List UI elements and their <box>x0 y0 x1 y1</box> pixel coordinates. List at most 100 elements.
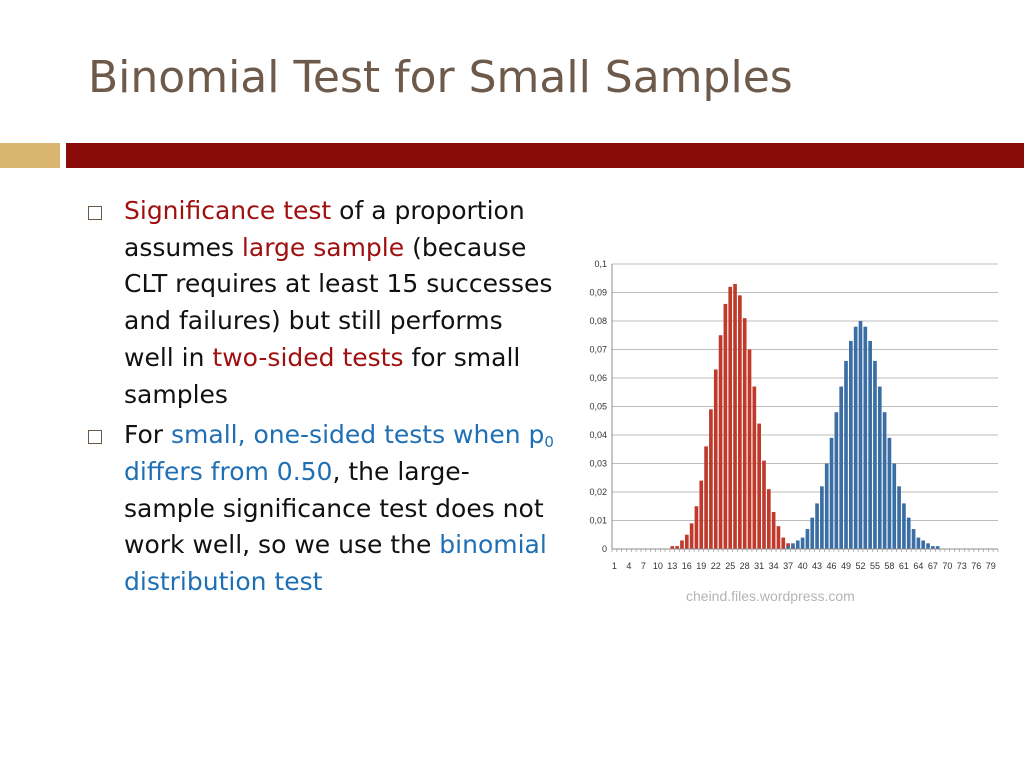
bullet-square-icon <box>88 430 102 445</box>
bar-series-2 <box>815 503 819 549</box>
bar-series-2 <box>844 360 848 549</box>
bullet-item-2: For small, one-sided tests when p0 diffe… <box>88 417 558 601</box>
x-tick-label: 73 <box>957 561 967 571</box>
x-tick-label: 1 <box>612 561 617 571</box>
x-tick-label: 28 <box>740 561 750 571</box>
bar-series-2 <box>800 537 805 549</box>
bar-series-1 <box>670 546 675 549</box>
y-tick-label: 0,06 <box>589 373 607 383</box>
binomial-distribution-chart: 0 0,01 0,02 0,03 0,04 0,05 0,06 0,07 0,08 0,09 0,1… <box>589 259 999 571</box>
y-tick-label: 0,04 <box>589 430 607 440</box>
bar-series-2 <box>820 486 824 549</box>
bullet1-text-6: for small samples <box>124 342 521 409</box>
bar-series-2 <box>902 503 906 549</box>
bullet2-text-3: differs from 0.50 <box>124 456 333 486</box>
x-tick-label: 37 <box>783 561 793 571</box>
bar-series-2 <box>935 546 940 549</box>
bar-series-1 <box>713 369 718 549</box>
y-tick-label: 0 <box>602 544 607 554</box>
y-tick-label: 0,1 <box>594 259 607 269</box>
x-tick-label: 52 <box>855 561 865 571</box>
x-tick-label: 4 <box>626 561 631 571</box>
bar-series-2 <box>839 386 844 549</box>
bar-series-1 <box>689 523 694 549</box>
x-tick-label: 70 <box>942 561 952 571</box>
x-tick-label: 13 <box>667 561 677 571</box>
bar-series-1 <box>694 506 699 549</box>
y-tick-label: 0,07 <box>589 345 607 355</box>
bar-series-2 <box>795 540 800 549</box>
bullet1-text-3: large sample <box>241 232 405 262</box>
bullet-square-icon <box>88 206 102 220</box>
bar-series-2 <box>805 529 810 549</box>
bar-series-2 <box>829 437 834 549</box>
bar-series-2 <box>892 463 897 549</box>
x-tick-label: 79 <box>986 561 996 571</box>
bullet-item-1: Significance test of a proportion assume… <box>88 193 558 413</box>
x-tick-label: 46 <box>827 561 837 571</box>
x-tick-label: 25 <box>725 561 735 571</box>
bar-series-2 <box>834 412 839 549</box>
x-tick-label: 10 <box>653 561 663 571</box>
x-tick-label: 16 <box>682 561 692 571</box>
bar-series-2 <box>849 340 853 549</box>
bar-series-1 <box>771 511 776 549</box>
bar-series-1 <box>747 349 752 549</box>
x-tick-label: 58 <box>884 561 894 571</box>
x-tick-label: 67 <box>928 561 938 571</box>
bar-series-1 <box>718 335 723 549</box>
bar-series-1 <box>723 303 728 549</box>
bar-series-1 <box>766 489 771 549</box>
x-tick-label: 43 <box>812 561 822 571</box>
bar-series-2 <box>877 386 882 549</box>
bar-series-1 <box>781 537 786 549</box>
bar-series-1 <box>699 480 704 549</box>
y-tick-label: 0,08 <box>589 316 607 326</box>
x-tick-label: 64 <box>913 561 923 571</box>
bullet-list: Significance test of a proportion assume… <box>88 193 558 605</box>
bar-series-2 <box>863 326 868 549</box>
bullet2-text-4: , the large-sample significance test doe… <box>124 456 544 560</box>
x-tick-label: 40 <box>798 561 808 571</box>
bullet1-text-1: Significance test <box>124 196 332 225</box>
bar-series-2 <box>791 543 795 549</box>
y-tick-label: 0,03 <box>589 459 607 469</box>
x-tick-label: 76 <box>971 561 981 571</box>
bar-series-1 <box>738 295 742 549</box>
x-tick-label: 19 <box>696 561 706 571</box>
y-tick-label: 0,01 <box>589 516 607 526</box>
x-tick-label: 61 <box>899 561 909 571</box>
bar-series-2 <box>887 437 892 549</box>
bar-series-2 <box>931 546 935 549</box>
bar-series-1 <box>680 540 684 549</box>
x-tick-label: 55 <box>870 561 880 571</box>
x-tick-label: 7 <box>641 561 646 571</box>
bar-series-2 <box>868 340 872 549</box>
y-tick-label: 0,05 <box>589 402 607 412</box>
bullet1-text-5: two-sided tests <box>212 342 404 372</box>
bullet2-subscript: 0 <box>544 433 554 452</box>
bar-series-1 <box>684 534 689 549</box>
x-tick-label: 22 <box>711 561 721 571</box>
bar-series-1 <box>742 318 747 549</box>
bar-series-1 <box>752 386 757 549</box>
bar-series-1 <box>762 460 766 549</box>
bar-series-2 <box>824 463 829 549</box>
bar-series-2 <box>873 360 877 549</box>
bullet2-text-2: small, one-sided tests when p <box>171 420 545 450</box>
accent-bar-red <box>66 143 1024 168</box>
bullet1-text-4: (because CLT requires at least 15 succes… <box>124 232 553 372</box>
image-credit: cheind.files.wordpress.com <box>686 588 855 604</box>
bar-series-2 <box>911 529 916 549</box>
bar-series-2 <box>897 486 901 549</box>
accent-bar-gold <box>0 143 60 168</box>
slide-title: Binomial Test for Small Samples <box>88 52 793 103</box>
bar-series-2 <box>786 546 790 549</box>
bar-series-1 <box>709 409 713 549</box>
bar-series-2 <box>853 326 858 549</box>
y-tick-label: 0,09 <box>589 288 607 298</box>
bullet2-text-5: binomial distribution test <box>124 530 547 597</box>
bar-series-1 <box>776 526 781 549</box>
bar-series-2 <box>916 537 921 549</box>
bar-series-2 <box>882 412 887 549</box>
